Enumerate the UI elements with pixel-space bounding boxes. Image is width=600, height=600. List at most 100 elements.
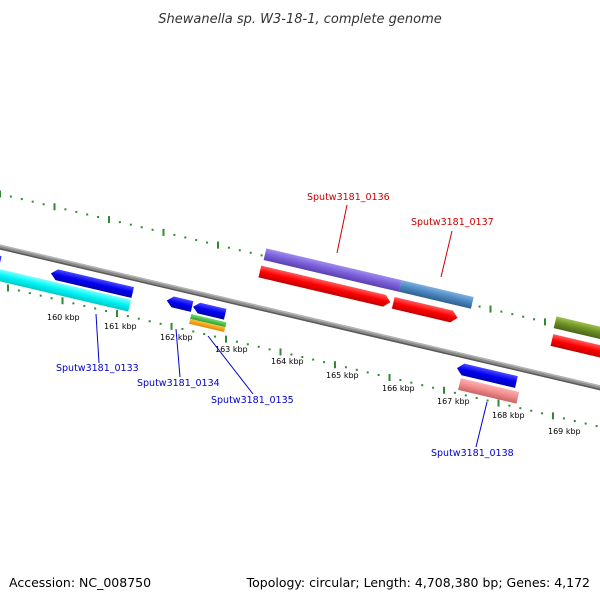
lower-ruler-minor-tick: [464, 394, 467, 397]
gene-0135-green-feature[interactable]: [190, 313, 227, 328]
upper-ruler-minor-tick: [511, 313, 514, 316]
tick-label: 160 kbp: [47, 313, 80, 322]
gene-labels: Sputw3181_0133 Sputw3181_0134 Sputw3181_01…: [56, 192, 514, 459]
gene-0135-orange-feature[interactable]: [189, 318, 226, 332]
gene-label[interactable]: Sputw3181_0138: [431, 448, 514, 459]
gene-0134-feature[interactable]: [166, 295, 194, 312]
lower-ruler-minor-tick: [159, 322, 162, 325]
accession-text: Accession: NC_008750: [9, 575, 152, 590]
lower-ruler-minor-tick: [246, 343, 249, 346]
lower-ruler-minor-tick: [203, 333, 206, 336]
gene-label-leader-line: [336, 204, 348, 254]
lower-ruler-minor-tick: [268, 348, 271, 351]
lower-ruler-minor-tick: [541, 412, 544, 415]
lower-ruler-minor-tick: [17, 289, 20, 292]
tick-label: 167 kbp: [437, 397, 470, 406]
upper-ruler-minor-tick: [533, 318, 536, 321]
upper-ruler-minor-tick: [173, 233, 176, 236]
topology-text: Topology: circular; Length: 4,708,380 bp…: [246, 575, 590, 590]
lower-ruler-minor-tick: [301, 356, 304, 359]
gene-red-c-feature[interactable]: [550, 334, 600, 366]
upper-ruler-minor-tick: [9, 195, 12, 198]
genome-backbone: [0, 227, 600, 397]
tick-label: 163 kbp: [215, 345, 248, 354]
lower-ruler-minor-tick: [94, 307, 97, 310]
lower-ruler-minor-tick: [366, 371, 369, 374]
gene-olive-feature[interactable]: [553, 316, 600, 348]
lower-ruler-minor-tick: [312, 358, 315, 361]
lower-ruler-minor-tick: [432, 386, 435, 389]
lower-ruler-major-tick: [552, 412, 554, 420]
upper-ruler-major-tick: [53, 203, 56, 211]
lower-ruler-minor-tick: [595, 425, 598, 428]
gene-cyan-b-feature[interactable]: [0, 268, 131, 312]
lower-ruler-minor-tick: [421, 384, 424, 387]
lower-ruler-major-tick: [497, 399, 500, 407]
gene-label[interactable]: Sputw3181_0136: [307, 192, 390, 203]
lower-ruler-minor-tick: [181, 327, 184, 330]
lower-ruler-minor-tick: [105, 310, 108, 313]
lower-ruler-minor-tick: [486, 399, 489, 402]
lower-ruler-major-tick: [116, 310, 118, 318]
gene-label[interactable]: Sputw3181_0133: [56, 363, 139, 374]
upper-ruler-major-tick: [108, 216, 110, 224]
upper-ruler-minor-tick: [478, 305, 481, 308]
gene-label[interactable]: Sputw3181_0137: [411, 217, 494, 228]
upper-ruler-major-tick: [0, 190, 1, 198]
lower-ruler-minor-tick: [39, 294, 42, 297]
gene-0138-feature[interactable]: [456, 362, 518, 388]
lower-ruler-minor-tick: [573, 419, 576, 422]
gene-0136-feature[interactable]: [263, 248, 402, 292]
map-title: Shewanella sp. W3-18-1, complete genome: [158, 12, 441, 27]
upper-ruler-minor-tick: [151, 228, 154, 231]
lower-ruler-minor-tick: [257, 345, 260, 348]
tick-label: 168 kbp: [492, 411, 525, 420]
gene-features: [0, 235, 600, 404]
lower-ruler-minor-tick: [410, 381, 413, 384]
upper-ruler-minor-tick: [129, 223, 132, 226]
lower-ruler-minor-tick: [83, 304, 86, 307]
gene-label-leader-line: [440, 230, 453, 278]
tick-label: 164 kbp: [271, 357, 304, 366]
upper-ruler-minor-tick: [206, 241, 209, 244]
lower-ruler-minor-tick: [530, 409, 533, 412]
lower-ruler-major-tick: [170, 322, 173, 330]
lower-ruler-minor-tick: [519, 407, 522, 410]
lower-ruler-major-tick: [225, 335, 227, 343]
gene-0137-feature[interactable]: [398, 280, 474, 309]
lower-tick-ruler: [7, 284, 598, 428]
upper-ruler-minor-tick: [64, 208, 67, 211]
upper-ruler-minor-tick: [75, 210, 78, 213]
lower-ruler-major-tick: [388, 373, 391, 381]
lower-ruler-minor-tick: [584, 422, 587, 425]
upper-ruler-major-tick: [217, 241, 219, 249]
upper-ruler-minor-tick: [31, 200, 34, 203]
gene-label-leader-line: [475, 401, 488, 448]
upper-ruler-major-tick: [162, 228, 165, 236]
gene-label[interactable]: Sputw3181_0134: [137, 378, 220, 389]
gene-label[interactable]: Sputw3181_0135: [211, 395, 294, 406]
upper-ruler-minor-tick: [20, 198, 23, 201]
upper-ruler-minor-tick: [500, 310, 503, 313]
lower-ruler-minor-tick: [323, 361, 326, 364]
gene-label-leader-line: [175, 328, 181, 378]
upper-ruler-minor-tick: [184, 236, 187, 239]
lower-ruler-minor-tick: [72, 302, 75, 305]
lower-ruler-minor-tick: [475, 396, 478, 399]
gene-0133b-feature[interactable]: [50, 268, 134, 298]
upper-ruler-minor-tick: [249, 251, 252, 254]
lower-ruler-minor-tick: [50, 297, 53, 300]
lower-ruler-minor-tick: [235, 340, 238, 343]
tick-label: 161 kbp: [104, 322, 137, 331]
gene-red-b-feature[interactable]: [391, 296, 459, 324]
gene-0134b-feature[interactable]: [192, 301, 227, 320]
upper-ruler-minor-tick: [140, 226, 143, 229]
lower-ruler-minor-tick: [290, 353, 293, 356]
gene-0138-pink-feature[interactable]: [458, 378, 520, 404]
gene-red-a-feature[interactable]: [258, 265, 391, 308]
gene-0133-feature[interactable]: [0, 235, 2, 266]
upper-ruler-major-tick: [544, 318, 546, 326]
lower-ruler-minor-tick: [214, 335, 217, 338]
upper-ruler-minor-tick: [86, 213, 89, 216]
